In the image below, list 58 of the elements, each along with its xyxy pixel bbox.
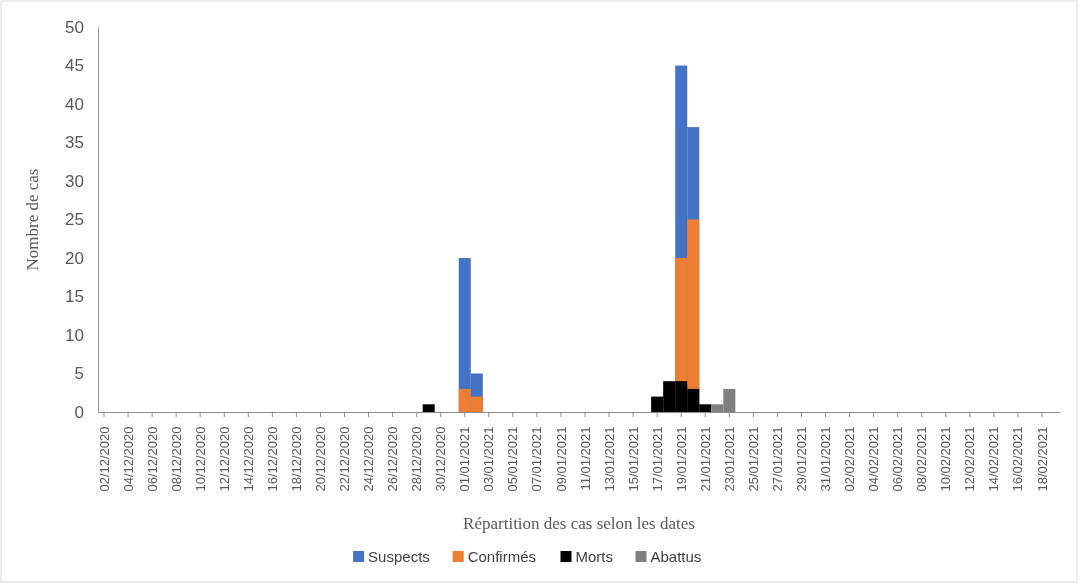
y-tick-label: 40 — [65, 94, 84, 114]
x-axis-title: Répartition des cas selon les dates — [463, 514, 695, 533]
x-tick-label: 06/12/2020 — [144, 426, 160, 492]
x-tick-label: 02/12/2020 — [96, 426, 112, 492]
x-tick-label: 29/01/2021 — [794, 426, 810, 492]
y-tick-label: 5 — [74, 364, 84, 384]
y-axis-title: Nombre de cas — [23, 168, 42, 271]
x-tick-label: 10/02/2021 — [938, 426, 954, 492]
x-tick-label: 08/02/2021 — [914, 426, 930, 492]
x-tick-label: 26/12/2020 — [385, 426, 401, 492]
x-tick-label: 06/02/2021 — [890, 426, 906, 492]
x-tick-label: 28/12/2020 — [409, 426, 425, 492]
y-tick-label: 35 — [65, 133, 84, 153]
x-tick-label: 08/12/2020 — [168, 426, 184, 492]
x-tick-label: 31/01/2021 — [818, 426, 834, 492]
y-tick-label: 15 — [65, 287, 84, 307]
x-tick-label: 17/01/2021 — [649, 426, 665, 492]
x-tick-label: 21/01/2021 — [697, 426, 713, 492]
x-tick-label: 04/12/2020 — [120, 426, 136, 492]
x-tick-label: 02/02/2021 — [842, 426, 858, 492]
x-tick-label: 12/12/2020 — [216, 426, 232, 492]
x-tick-label: 12/02/2021 — [962, 426, 978, 492]
x-tick-label: 16/02/2021 — [1010, 426, 1026, 492]
legend-label: Morts — [575, 548, 613, 565]
x-tick-label: 13/01/2021 — [601, 426, 617, 492]
y-tick-label: 25 — [65, 210, 84, 230]
y-tick-label: 10 — [65, 325, 84, 345]
x-tick-label: 27/01/2021 — [769, 426, 785, 492]
x-tick-label: 14/02/2021 — [986, 426, 1002, 492]
x-tick-label: 24/12/2020 — [361, 426, 377, 492]
x-tick-label: 01/01/2021 — [457, 426, 473, 492]
y-tick-label: 30 — [65, 171, 84, 191]
x-tick-label: 11/01/2021 — [577, 426, 593, 491]
y-tick-label: 50 — [65, 17, 84, 37]
x-tick-label: 05/01/2021 — [505, 426, 521, 492]
x-tick-label: 10/12/2020 — [192, 426, 208, 492]
x-tick-label: 18/12/2020 — [288, 426, 304, 492]
x-tick-label: 23/01/2021 — [721, 426, 737, 492]
x-tick-label: 20/12/2020 — [313, 426, 329, 492]
x-tick-label: 30/12/2020 — [433, 426, 449, 492]
x-tick-label: 16/12/2020 — [264, 426, 280, 492]
x-tick-label: 04/02/2021 — [866, 426, 882, 492]
legend-label: Suspects — [368, 548, 430, 565]
x-tick-label: 14/12/2020 — [240, 426, 256, 492]
x-tick-label: 18/02/2021 — [1034, 426, 1050, 492]
x-tick-label: 03/01/2021 — [481, 426, 497, 492]
legend-label: Confirmés — [467, 548, 537, 565]
x-tick-label: 07/01/2021 — [529, 426, 545, 492]
legend-label: Abattus — [650, 548, 702, 565]
x-tick-label: 09/01/2021 — [553, 426, 569, 492]
x-tick-label: 22/12/2020 — [337, 426, 353, 492]
x-tick-label: 25/01/2021 — [745, 426, 761, 492]
y-tick-label: 0 — [74, 402, 84, 422]
x-tick-label: 15/01/2021 — [625, 426, 641, 492]
y-tick-label: 20 — [65, 248, 84, 268]
x-tick-label: 19/01/2021 — [673, 426, 689, 492]
bar — [422, 404, 435, 412]
y-tick-label: 45 — [65, 56, 84, 76]
